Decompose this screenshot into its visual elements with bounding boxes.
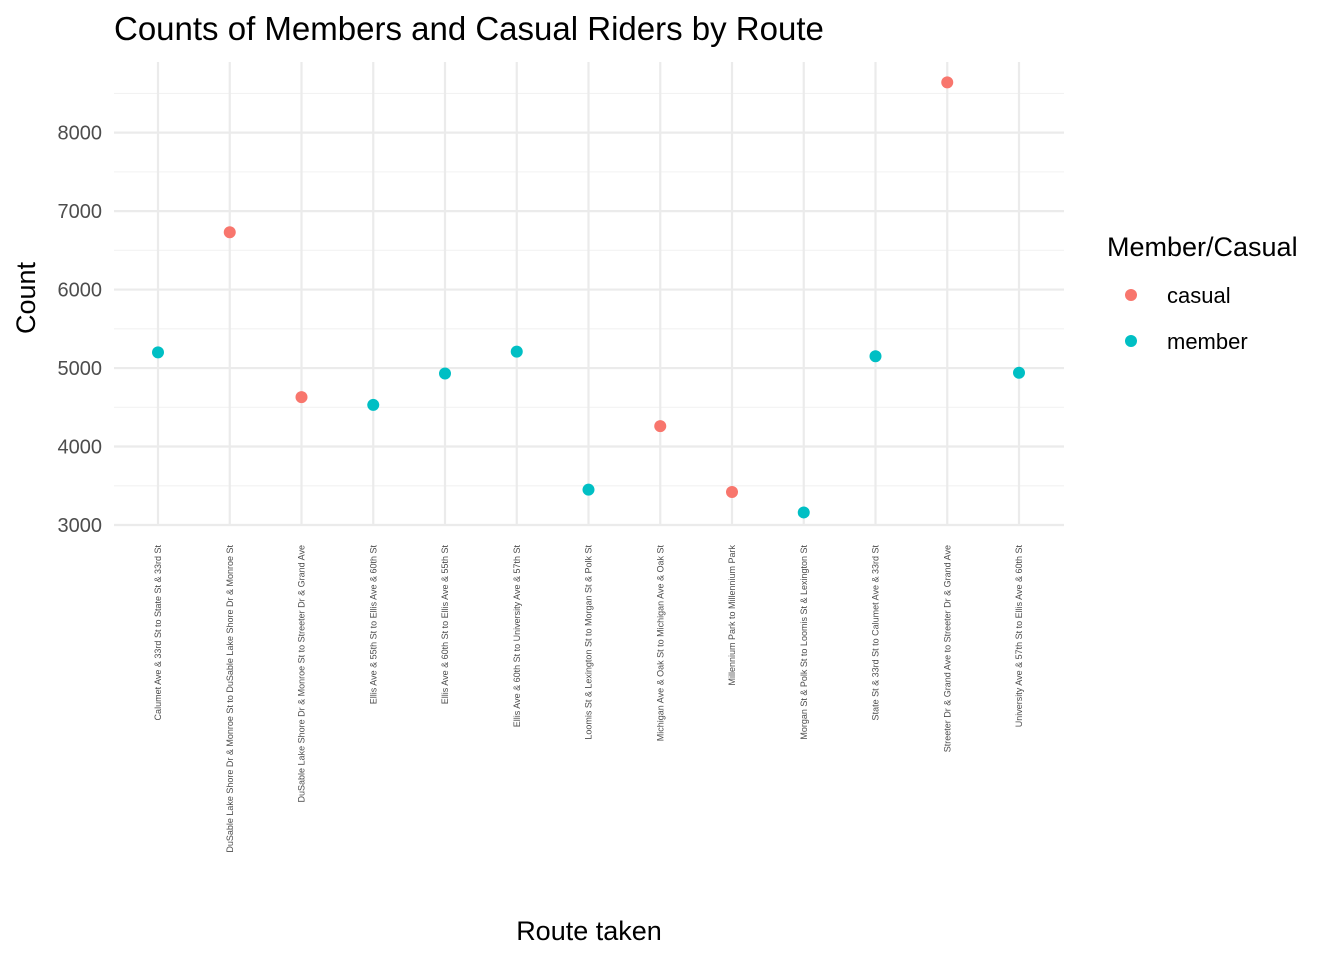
legend-label-casual: casual — [1167, 283, 1231, 308]
data-point-casual — [941, 76, 954, 89]
y-axis-tick-labels: 3000 4000 5000 6000 7000 8000 — [58, 123, 103, 537]
data-point-member — [510, 345, 523, 358]
data-point-member — [1013, 366, 1025, 379]
x-tick-label: State St & 33rd St to Calumet Ave & 33rd… — [871, 545, 881, 721]
grid-lines — [114, 62, 1064, 527]
x-tick-label: University Ave & 57th St to Ellis Ave & … — [1014, 545, 1024, 728]
data-point-member — [582, 483, 595, 496]
x-tick-label: Streeter Dr & Grand Ave to Streeter Dr &… — [942, 545, 952, 752]
data-point-member — [869, 350, 882, 363]
x-tick-label: Calumet Ave & 33rd St to State St & 33rd… — [153, 545, 163, 721]
x-axis-title: Route taken — [516, 916, 662, 946]
y-tick-label: 7000 — [58, 201, 103, 223]
x-axis-tick-labels: Calumet Ave & 33rd St to State St & 33rd… — [153, 545, 1024, 853]
x-tick-label: DuSable Lake Shore Dr & Monroe St to DuS… — [225, 545, 235, 853]
data-point-member — [152, 346, 164, 359]
data-point-casual — [654, 420, 667, 433]
legend-key-member — [1125, 335, 1137, 347]
x-tick-label: Ellis Ave & 55th St to Ellis Ave & 60th … — [368, 545, 378, 705]
x-tick-label: Michigan Ave & Oak St to Michigan Ave & … — [655, 545, 665, 742]
x-tick-label: Ellis Ave & 60th St to Ellis Ave & 55th … — [440, 545, 450, 705]
chart-title: Counts of Members and Casual Riders by R… — [114, 10, 824, 47]
data-point-member — [439, 367, 451, 380]
legend-key-casual — [1125, 289, 1137, 301]
x-tick-label: Morgan St & Polk St to Loomis St & Lexin… — [799, 545, 809, 740]
x-tick-label: Millennium Park to Millennium Park — [727, 545, 737, 686]
legend-title: Member/Casual — [1107, 232, 1298, 262]
data-point-member — [797, 506, 810, 519]
data-points — [152, 76, 1025, 519]
x-tick-label: Ellis Ave & 60th St to University Ave & … — [512, 545, 522, 728]
y-tick-label: 5000 — [58, 358, 103, 380]
y-tick-label: 8000 — [58, 123, 103, 145]
legend: Member/Casual casual member — [1107, 232, 1298, 354]
legend-label-member: member — [1167, 329, 1248, 354]
y-tick-label: 4000 — [58, 437, 103, 459]
data-point-casual — [223, 226, 236, 239]
x-tick-label: DuSable Lake Shore Dr & Monroe St to Str… — [297, 545, 307, 802]
data-point-casual — [295, 391, 308, 404]
legend-items: casual member — [1125, 283, 1248, 354]
x-tick-label: Loomis St & Lexington St to Morgan St & … — [584, 545, 594, 740]
y-axis-title: Count — [11, 261, 41, 334]
y-tick-label: 3000 — [58, 515, 103, 537]
data-point-member — [367, 398, 380, 411]
y-tick-label: 6000 — [58, 280, 103, 302]
data-point-casual — [726, 486, 738, 499]
